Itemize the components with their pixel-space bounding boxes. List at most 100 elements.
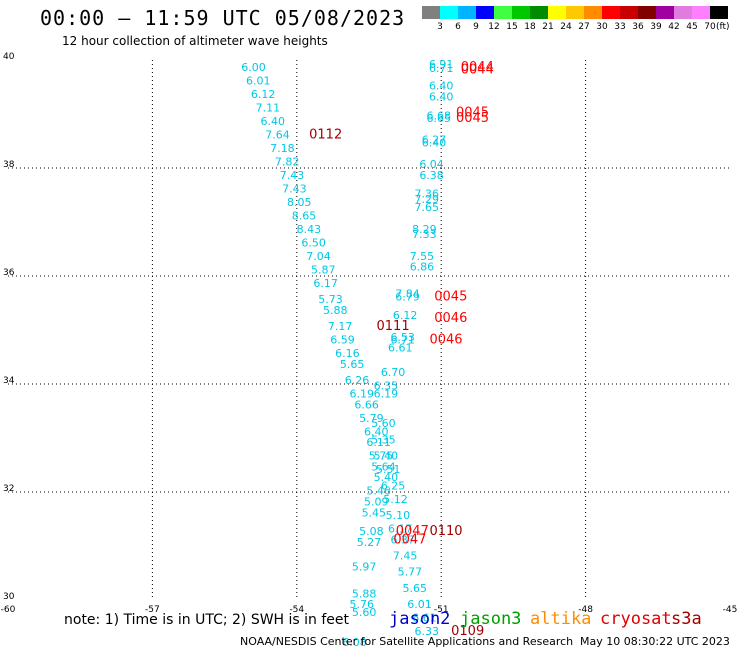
pass-time-label: 0045: [456, 106, 489, 121]
wave-height-label: 5.60: [352, 606, 377, 619]
colorbar-swatch: [476, 6, 494, 19]
colorbar-swatch: [674, 6, 692, 19]
wave-height-label: 6.08: [342, 636, 367, 649]
colorbar-swatch: [710, 6, 728, 19]
chart-title: 00:00 – 11:59 UTC 05/08/2023: [40, 6, 406, 30]
pass-time-label: 0046: [434, 311, 467, 326]
wave-height-label: 6.79: [395, 290, 420, 303]
wave-height-label: 7.82: [275, 155, 300, 168]
footer-credit: NOAA/NESDIS Center for Satellite Applica…: [240, 635, 574, 648]
wave-height-label: 5.97: [352, 560, 377, 573]
wave-height-label: 7.04: [306, 250, 331, 263]
colorbar-label: 42: [668, 22, 680, 32]
wave-height-label: 7.65: [415, 201, 440, 214]
y-tick-label: 30: [3, 592, 15, 602]
pass-time-label: 0109: [451, 624, 484, 639]
colorbar-swatch: [494, 6, 512, 19]
wave-height-label: 6.70: [381, 366, 406, 379]
wave-height-label: 5.76: [350, 598, 375, 611]
wave-height-label: 5.87: [311, 263, 336, 276]
wave-height-label: 5.35: [371, 433, 396, 446]
wave-height-label: 6.27: [422, 134, 447, 147]
wave-height-label: 6.71: [429, 62, 454, 75]
colorbar-label: 24: [560, 22, 572, 32]
colorbar-swatch: [422, 6, 440, 19]
satellite-legend-jason3: jason3: [460, 609, 522, 629]
wave-height-label: 6.40: [429, 80, 454, 93]
wave-height-label: 6.35: [374, 379, 399, 392]
wave-height-label: 5.77: [398, 566, 423, 579]
y-tick-label: 32: [3, 484, 14, 494]
wave-height-label: 7.43: [280, 169, 305, 182]
colorbar-label: 12: [488, 22, 500, 32]
wave-height-label: 5.88: [323, 304, 348, 317]
wave-height-label: 7.11: [256, 101, 281, 114]
wave-height-label: 6.40: [422, 136, 447, 149]
satellite-legend-s3a: s3a: [671, 609, 702, 629]
colorbar-swatch: [548, 6, 566, 19]
x-tick-label: -48: [578, 605, 593, 615]
wave-height-label: 6.91: [429, 58, 454, 71]
chart-subtitle: 12 hour collection of altimeter wave hei…: [62, 34, 328, 48]
wave-height-label: 6.17: [388, 523, 413, 536]
colorbar-label: 33: [614, 22, 626, 32]
satellite-legend-cryosat: cryosat: [600, 609, 672, 629]
wave-height-label: 8.43: [297, 223, 322, 236]
x-tick-label: -51: [434, 605, 449, 615]
wave-height-label: 6.53: [390, 331, 415, 344]
satellite-legend-jason2: jason2: [389, 609, 451, 629]
pass-time-label: 0112: [309, 127, 342, 142]
colorbar-swatch: [620, 6, 638, 19]
wave-height-label: 7.84: [395, 288, 420, 301]
wave-height-label: 7.43: [282, 182, 307, 195]
wave-height-label: 6.40: [260, 115, 285, 128]
colorbar-label: 45: [686, 22, 698, 32]
wave-height-label: 6.19: [374, 388, 399, 401]
colorbar-label: 36: [632, 22, 644, 32]
colorbar-label: 70: [704, 22, 716, 32]
colorbar-swatch: [638, 6, 656, 19]
wave-height-label: 5.73: [318, 293, 343, 306]
colorbar-unit: (ft): [716, 22, 730, 32]
wave-height-label: 5.65: [402, 582, 427, 595]
wave-height-label: 5.46: [366, 485, 391, 498]
wave-height-label: 7.36: [415, 188, 440, 201]
y-tick-label: 38: [3, 160, 15, 170]
colorbar-swatch: [530, 6, 548, 19]
pass-time-label: 0045: [456, 111, 489, 126]
colorbar-label: 6: [455, 22, 461, 32]
x-tick-label: -60: [1, 605, 16, 615]
wave-height-label: 5.88: [352, 587, 377, 600]
wave-height-label: 7.17: [328, 320, 353, 333]
wave-height-label: 5.65: [340, 358, 365, 371]
wave-height-label: 6.16: [335, 347, 360, 360]
wave-height-label: 5.45: [362, 506, 387, 519]
wave-height-label: 5.09: [364, 496, 389, 509]
wave-height-label: 6.40: [364, 425, 389, 438]
pass-time-label: 0044: [461, 60, 494, 75]
wave-height-label: 5.10: [386, 509, 411, 522]
wave-height-label: 7.64: [265, 128, 290, 141]
colorbar-swatch: [602, 6, 620, 19]
pass-time-label: 0111: [377, 319, 410, 334]
wave-height-label: 6.61: [412, 612, 437, 625]
wave-height-label: 8.65: [292, 209, 317, 222]
wave-height-label: 5.12: [383, 493, 408, 506]
wave-height-label: 6.65: [427, 112, 452, 125]
pass-time-label: 0044: [461, 63, 494, 78]
wave-height-label: 6.17: [313, 277, 338, 290]
wave-height-label: 6.26: [345, 374, 370, 387]
wave-height-label: 6.66: [354, 398, 379, 411]
wave-height-label: 6.11: [366, 436, 391, 449]
wave-height-label: 6.38: [419, 169, 444, 182]
wave-height-label: 6.50: [301, 236, 326, 249]
footer-timestamp: May 10 08:30:22 UTC 2023: [580, 635, 730, 648]
wave-height-label: 5.40: [374, 471, 399, 484]
pass-time-label: 0110: [429, 524, 462, 539]
wave-height-label: 7.55: [410, 250, 435, 263]
pass-time-label: 0047: [393, 532, 426, 547]
colorbar-swatch: [458, 6, 476, 19]
colorbar-swatch: [440, 6, 458, 19]
pass-time-label: 0047: [396, 524, 429, 539]
